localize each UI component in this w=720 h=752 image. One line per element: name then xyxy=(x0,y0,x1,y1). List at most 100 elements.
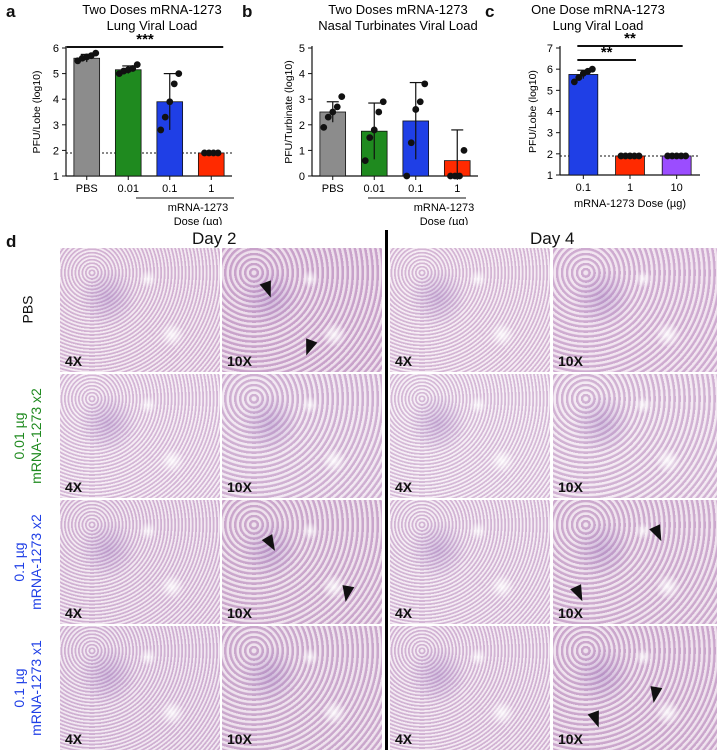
y-tick-label: 3 xyxy=(547,128,553,140)
magnification-label: 10X xyxy=(227,479,252,495)
day-divider xyxy=(385,230,388,750)
x-axis-label: mRNA-1273 Dose (µg) xyxy=(574,198,686,210)
histology-image: 10X xyxy=(553,500,717,624)
y-tick-label: 5 xyxy=(299,43,305,55)
data-point xyxy=(370,126,378,134)
data-point xyxy=(320,123,328,131)
row-label-3: 0.1 µg mRNA-1273 x2 xyxy=(11,502,45,622)
histology-image: 4X xyxy=(390,626,550,750)
magnification-label: 4X xyxy=(65,605,83,621)
chart-title-line: One Dose mRNA-1273 xyxy=(531,2,665,17)
data-point xyxy=(166,98,174,106)
row-label-2: 0.01 µg mRNA-1273 x2 xyxy=(11,376,45,496)
significance-label: *** xyxy=(136,31,154,48)
data-point xyxy=(161,113,169,121)
data-point xyxy=(375,108,383,116)
x-tick-label: 1 xyxy=(454,183,460,195)
data-point xyxy=(133,61,141,69)
magnification-label: 4X xyxy=(395,731,413,747)
significance-label: ** xyxy=(624,30,636,47)
bar-1 xyxy=(197,152,225,177)
magnification-label: 4X xyxy=(65,353,83,369)
chart-title-line: Two Doses mRNA-1273 xyxy=(328,2,467,17)
x-tick-label: 1 xyxy=(208,183,214,195)
chart-title-line: Nasal Turbinates Viral Load xyxy=(318,18,477,33)
magnification-label: 10X xyxy=(558,605,583,621)
day-2-label: Day 2 xyxy=(192,229,237,248)
row-label-dose: 0.1 µg xyxy=(11,542,27,582)
y-tick-label: 6 xyxy=(547,64,553,76)
y-tick-label: 1 xyxy=(299,145,305,157)
y-tick-label: 1 xyxy=(547,170,553,182)
y-tick-label: 4 xyxy=(547,107,553,119)
x-axis-label: mRNA-1273 xyxy=(414,202,475,214)
magnification-label: 10X xyxy=(558,353,583,369)
panel-letter-b: b xyxy=(242,2,253,21)
data-point xyxy=(175,70,183,77)
y-tick-label: 1 xyxy=(53,171,59,183)
data-point xyxy=(157,126,165,134)
chart-title-line: Lung Viral Load xyxy=(107,18,198,33)
magnification-label: 10X xyxy=(227,605,252,621)
magnification-label: 4X xyxy=(395,353,413,369)
y-tick-label: 0 xyxy=(299,171,305,183)
data-point xyxy=(329,108,337,116)
histology-image: 10X xyxy=(553,374,717,498)
day-4-label: Day 4 xyxy=(530,229,575,248)
histology-image: 4X xyxy=(390,500,550,624)
row-label-dose: PBS xyxy=(19,295,36,324)
histology-image: 4X xyxy=(60,626,220,750)
x-tick-label: 0.01 xyxy=(364,183,385,195)
row-label-regimen: mRNA-1273 x2 xyxy=(28,514,44,610)
x-tick-label: PBS xyxy=(76,183,98,195)
histology-image: 4X xyxy=(60,248,220,372)
x-tick-label: 0.01 xyxy=(118,183,139,195)
x-tick-label: 1 xyxy=(627,182,633,194)
data-point xyxy=(333,103,341,111)
data-point xyxy=(421,80,429,88)
magnification-label: 4X xyxy=(65,731,83,747)
data-point xyxy=(682,152,690,160)
x-tick-label: 10 xyxy=(671,182,683,194)
y-tick-label: 3 xyxy=(299,94,305,106)
y-tick-label: 6 xyxy=(53,43,59,55)
data-point xyxy=(361,157,369,165)
y-tick-label: 2 xyxy=(547,149,553,161)
data-point xyxy=(416,98,424,106)
bar-0.01 xyxy=(114,69,142,177)
chart-title-line: Two Doses mRNA-1273 xyxy=(82,2,221,17)
y-tick-label: 4 xyxy=(53,94,59,106)
panel-letter-c: c xyxy=(485,2,495,21)
magnification-label: 10X xyxy=(227,353,252,369)
y-tick-label: 4 xyxy=(299,69,305,81)
x-axis-label: Dose (µg) xyxy=(174,216,223,225)
magnification-label: 10X xyxy=(227,731,252,747)
data-point xyxy=(412,106,420,113)
histology-image: 10X xyxy=(222,248,382,372)
y-tick-label: 3 xyxy=(53,120,59,132)
x-tick-label: 0.1 xyxy=(408,183,423,195)
data-point xyxy=(324,113,332,121)
y-axis-label: PFU/Turbinate (log10) xyxy=(283,60,295,164)
data-point xyxy=(170,80,178,88)
x-axis-label: Dose (µg) xyxy=(420,216,469,225)
y-tick-label: 2 xyxy=(299,120,305,132)
bar-0.1 xyxy=(568,74,599,176)
data-point xyxy=(129,65,137,72)
x-tick-label: PBS xyxy=(322,183,344,195)
histology-image: 4X xyxy=(390,248,550,372)
y-axis-label: PFU/Lobe (log10) xyxy=(527,70,539,153)
row-label-1: PBS xyxy=(20,250,37,370)
histology-image: 10X xyxy=(553,626,717,750)
chart-title-line: Lung Viral Load xyxy=(553,18,644,33)
histology-image: 10X xyxy=(553,248,717,372)
histology-image: 4X xyxy=(390,374,550,498)
y-tick-label: 2 xyxy=(53,145,59,157)
x-axis-label: mRNA-1273 xyxy=(168,202,229,214)
data-point xyxy=(403,172,411,180)
histology-image: 10X xyxy=(222,500,382,624)
data-point xyxy=(570,78,578,86)
